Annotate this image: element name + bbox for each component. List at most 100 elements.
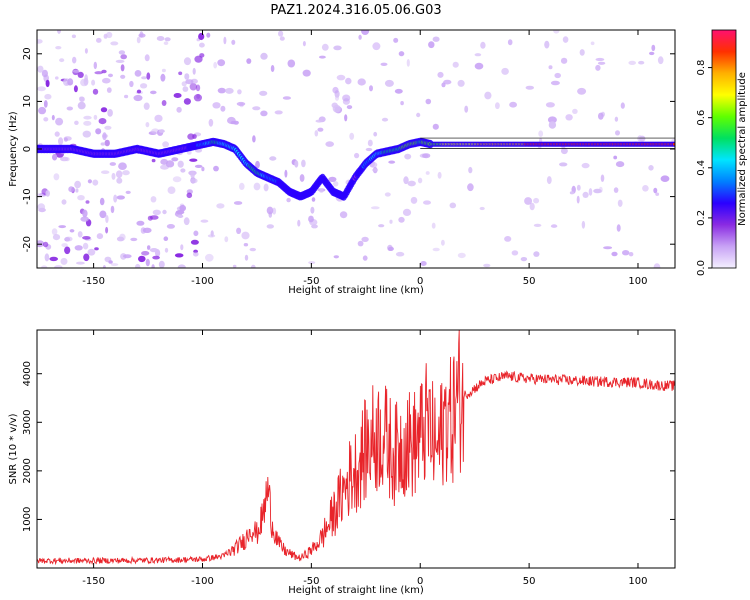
spectrogram-cell [134, 70, 142, 77]
spectrogram-cell [639, 135, 646, 142]
spectrogram-cell [372, 42, 381, 51]
spectrogram-cell [357, 78, 366, 86]
spectrogram-cell [69, 229, 75, 233]
spectrogram-cell [404, 153, 412, 160]
spectrogram-cell [37, 193, 44, 197]
spectrogram-cell [346, 105, 353, 110]
spectrogram-cell [174, 253, 184, 258]
spectrogram-cell [49, 256, 58, 262]
spectrogram-cell [189, 83, 197, 91]
spectrogram-cell [161, 100, 167, 106]
spectrogram-cell [651, 44, 656, 52]
spectrogram-cell [108, 73, 113, 78]
spectrogram-cell [246, 58, 252, 64]
spectrogram-x-tick-label: 50 [523, 276, 536, 287]
spectrogram-cell [529, 202, 535, 211]
spectrogram-cell [163, 41, 169, 45]
spectrogram-cell [61, 243, 68, 248]
spectrogram-cell [150, 196, 157, 203]
spectrogram-cell [116, 177, 123, 184]
spectrogram-cell [394, 88, 403, 94]
spectrogram-cell [163, 236, 169, 241]
spectrogram-cell [110, 205, 115, 214]
colorbar-gradient [712, 30, 736, 268]
spectrogram-cell [41, 69, 49, 78]
spectrogram-cell [192, 134, 197, 139]
spectrogram-cell [141, 76, 148, 80]
spectrogram-cell [162, 141, 170, 148]
spectrogram-cell [581, 220, 586, 229]
spectrogram-cell [115, 59, 125, 64]
spectrogram-cell [41, 265, 48, 268]
spectrogram-cell [140, 227, 146, 234]
spectrogram-cell [208, 118, 214, 127]
spectrogram-cell [272, 207, 277, 215]
spectrogram-cell [380, 62, 388, 66]
spectrogram-cell [44, 253, 50, 262]
spectrogram-cell [437, 171, 442, 179]
spectrogram-cell [190, 239, 199, 245]
spectrogram-cell [381, 117, 389, 122]
spectrogram-cell [51, 228, 58, 236]
spectrogram-cell [402, 208, 412, 216]
spectrogram-cell [190, 78, 198, 84]
spectrogram-cell [101, 69, 107, 74]
spectrogram-cell [302, 69, 311, 77]
spectrogram-cell [328, 176, 337, 182]
spectrogram-cell [474, 62, 484, 70]
spectrogram-cell [595, 57, 605, 62]
spectrogram-cell [387, 246, 394, 251]
spectrogram-cell [161, 68, 166, 73]
snr-x-tick-label: 50 [523, 576, 536, 587]
spectrogram-cell [194, 55, 203, 63]
spectrogram-cell [501, 67, 509, 75]
spectrogram-cell [111, 172, 116, 180]
spectrogram-cell [311, 224, 318, 229]
spectrogram-cell [92, 88, 99, 95]
spectrogram-cell [270, 65, 275, 72]
spectrogram-cell [43, 100, 48, 108]
spectrogram-cell [82, 242, 89, 250]
spectrogram-cell [321, 43, 329, 51]
spectrogram-cell [146, 72, 151, 80]
spectrogram-cell [425, 171, 430, 175]
snr-y-tick-label: 4000 [22, 361, 33, 386]
spectrogram-cell [183, 217, 190, 226]
spectrogram-cell [302, 41, 306, 47]
spectrogram-cell [66, 106, 74, 111]
spectrogram-cell [206, 32, 211, 38]
spectrogram-cell [151, 158, 156, 163]
spectrogram-cell [311, 197, 316, 202]
spectrogram-cell [236, 101, 246, 106]
spectrogram-cell [572, 108, 578, 114]
spectrogram-cell [77, 71, 84, 78]
spectrogram-cell [389, 219, 393, 224]
spectrogram-cell [152, 209, 161, 216]
spectrogram-cell [83, 120, 92, 126]
spectrogram-cell [509, 101, 517, 108]
spectrogram-cell [441, 82, 446, 88]
spectrogram-cell [582, 191, 589, 198]
spectrogram-cell [199, 42, 205, 48]
spectrogram-cell [92, 179, 99, 186]
spectrogram-cell [332, 104, 341, 113]
spectrogram-cell [83, 253, 90, 262]
spectrogram-cell [548, 65, 553, 70]
spectrogram-cell [223, 36, 227, 45]
snr-y-axis: 1000 2000 3000 4000 [22, 361, 675, 532]
spectrogram-cell [64, 236, 73, 242]
spectrogram-cell [467, 183, 474, 192]
spectrogram-cell [416, 112, 421, 118]
spectrogram-cell [319, 188, 324, 193]
spectrogram-cell [118, 162, 127, 170]
spectrogram-cell [548, 121, 557, 129]
spectrogram-cell [554, 72, 561, 79]
spectrogram-cell [129, 80, 134, 88]
spectrogram-cell [80, 216, 89, 222]
spectrogram-cell [72, 69, 80, 73]
spectrogram-cell [115, 170, 123, 178]
spectrogram-cell [286, 197, 291, 203]
spectrogram-cell [237, 89, 242, 95]
spectrogram-cell [239, 182, 245, 190]
